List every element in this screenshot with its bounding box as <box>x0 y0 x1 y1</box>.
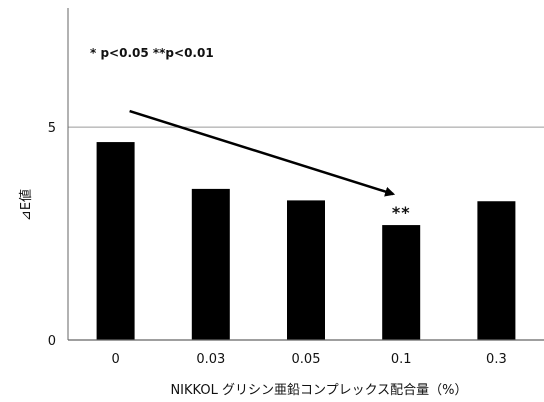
y-tick-label: 0 <box>48 334 56 349</box>
labels-layer: 0 0.03 0.05 0.1 0.3 0 5 ** <box>48 109 507 367</box>
bar-0 <box>96 142 135 340</box>
bars-layer <box>96 142 516 340</box>
x-tick-label: 0.3 <box>486 352 507 367</box>
trend-arrow <box>129 109 396 197</box>
x-tick-label: 0.05 <box>292 352 321 367</box>
x-tick-label: 0 <box>111 352 119 367</box>
x-tick-label: 0.03 <box>196 352 225 367</box>
x-axis-title: NIKKOL グリシン亜鉛コンプレックス配合量（%） <box>170 383 467 398</box>
axis-layer <box>67 8 544 341</box>
bar-0.3 <box>477 201 516 340</box>
significance-marker: ** <box>392 203 411 222</box>
y-axis-title: ⊿E値 <box>18 189 34 221</box>
bar-0.05 <box>287 200 325 340</box>
bar-0.1 <box>382 225 421 340</box>
x-tick-label: 0.1 <box>391 352 412 367</box>
bar-0.03 <box>191 188 230 340</box>
y-tick-label: 5 <box>48 121 56 136</box>
significance-note: * p<0.05 **p<0.01 <box>90 46 214 60</box>
